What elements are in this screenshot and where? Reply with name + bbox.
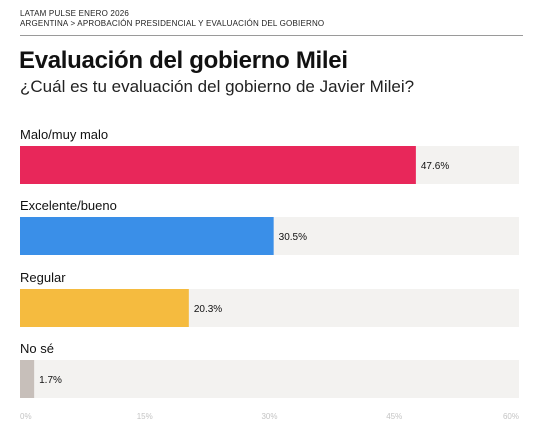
breadcrumb: ARGENTINA > APROBACIÓN PRESIDENCIAL Y EV… [20,19,325,28]
value-label-excelente-bueno: 30.5% [279,232,307,243]
chart-subtitle: ¿Cuál es tu evaluación del gobierno de J… [20,77,415,96]
x-tick-label: 15% [137,412,153,421]
x-tick-label: 0% [20,412,32,421]
category-label-excelente-bueno: Excelente/bueno [20,198,117,213]
report-eyebrow: LATAM PULSE ENERO 2026 [20,9,130,18]
bar-excelente-bueno [20,217,274,255]
bar-no-se [20,360,35,398]
value-label-malo-muy-malo: 47.6% [421,161,449,172]
category-label-no-se: No sé [20,341,54,356]
category-label-malo-muy-malo: Malo/muy malo [20,127,108,142]
bar-track-no-se [20,360,519,398]
chart-title: Evaluación del gobierno Milei [19,47,348,74]
value-label-regular: 20.3% [194,304,222,315]
bar-regular [20,289,189,327]
x-tick-label: 45% [386,412,402,421]
bar-malo-muy-malo [20,146,416,184]
x-tick-label: 30% [261,412,277,421]
value-label-no-se: 1.7% [39,375,62,386]
x-tick-label: 60% [503,412,519,421]
category-label-regular: Regular [20,270,66,285]
header-divider [20,35,523,36]
